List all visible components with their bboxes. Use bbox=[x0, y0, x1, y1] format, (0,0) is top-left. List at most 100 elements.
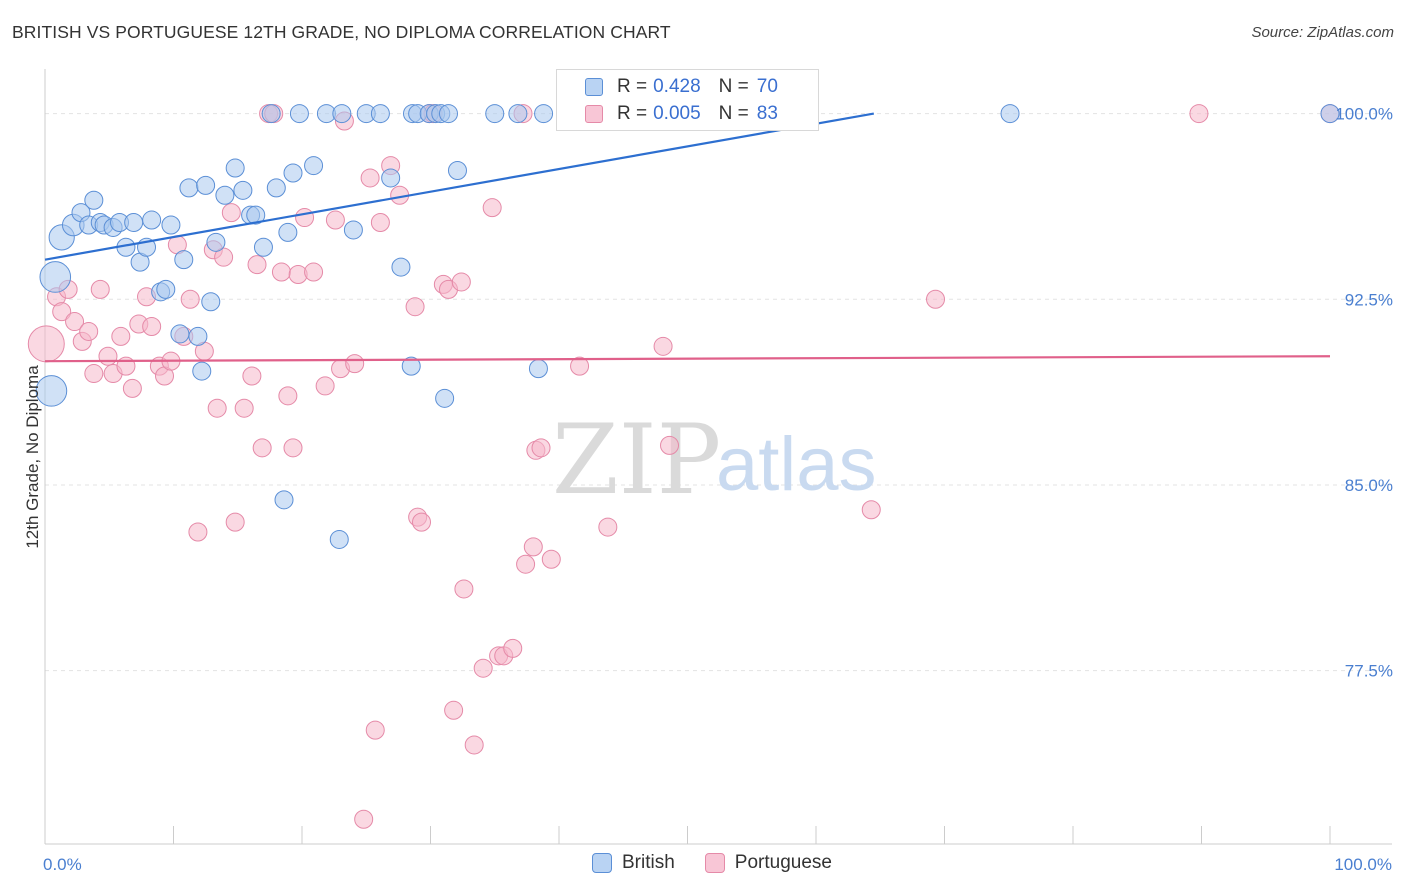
correlation-legend: R = 0.428 N = 70 R = 0.005 N = 83 bbox=[556, 69, 819, 131]
british-point bbox=[39, 261, 72, 293]
british-point bbox=[289, 104, 309, 124]
british-point bbox=[225, 158, 245, 178]
portuguese-point bbox=[370, 213, 390, 233]
british-r-label: R = bbox=[617, 76, 648, 97]
portuguese-point bbox=[473, 658, 493, 678]
x-tick-label: 100.0% bbox=[1334, 855, 1392, 874]
portuguese-r-label: R = bbox=[617, 103, 648, 124]
british-point bbox=[170, 324, 190, 344]
watermark: ZIP atlas bbox=[552, 404, 877, 516]
tick-labels: 100.0% 92.5% 85.0% 77.5% 0.0% 100.0% bbox=[43, 105, 1393, 874]
british-point bbox=[447, 161, 467, 181]
portuguese-trendline bbox=[44, 355, 1331, 363]
portuguese-legend-label: Portuguese bbox=[734, 852, 832, 873]
british-n-value: 70 bbox=[756, 76, 778, 97]
portuguese-point bbox=[861, 500, 881, 520]
british-point bbox=[508, 104, 528, 124]
british-point bbox=[343, 220, 363, 240]
british-point bbox=[84, 190, 104, 210]
portuguese-legend-swatch bbox=[704, 853, 725, 873]
portuguese-point bbox=[122, 378, 142, 398]
portuguese-n-label: N = bbox=[718, 103, 749, 124]
watermark-atlas: atlas bbox=[716, 422, 877, 507]
portuguese-point bbox=[360, 168, 380, 188]
legend-row-british: R = 0.428 N = 70 bbox=[557, 74, 778, 100]
british-point bbox=[435, 388, 455, 408]
british-point bbox=[206, 232, 226, 252]
british-point bbox=[1320, 104, 1340, 124]
portuguese-point bbox=[142, 317, 162, 337]
portuguese-point bbox=[516, 554, 536, 574]
british-point bbox=[124, 213, 144, 233]
legend-row-portuguese: R = 0.005 N = 83 bbox=[557, 101, 778, 127]
british-r-value: 0.428 bbox=[653, 76, 701, 97]
y-tick-label: 92.5% bbox=[1345, 290, 1393, 309]
portuguese-point bbox=[315, 376, 335, 396]
british-point bbox=[528, 359, 548, 379]
series-legend: British Portuguese bbox=[592, 852, 862, 874]
portuguese-point bbox=[52, 302, 72, 322]
portuguese-point bbox=[454, 579, 474, 599]
british-point bbox=[233, 180, 253, 200]
portuguese-point bbox=[214, 247, 234, 267]
portuguese-point bbox=[247, 255, 267, 275]
portuguese-point bbox=[464, 735, 484, 755]
legend-item-portuguese[interactable]: Portuguese bbox=[704, 852, 832, 874]
british-point bbox=[329, 529, 349, 549]
portuguese-point bbox=[188, 522, 208, 542]
portuguese-point bbox=[660, 435, 680, 455]
british-point bbox=[196, 175, 216, 195]
british-legend-label: British bbox=[622, 852, 675, 873]
british-point bbox=[192, 361, 212, 381]
british-n-label: N = bbox=[718, 76, 749, 97]
british-point bbox=[266, 178, 286, 198]
portuguese-point bbox=[1189, 104, 1209, 124]
portuguese-point bbox=[207, 398, 227, 418]
british-point bbox=[142, 210, 162, 230]
axes bbox=[44, 69, 1392, 845]
british-point bbox=[179, 178, 199, 198]
portuguese-point bbox=[242, 366, 262, 386]
portuguese-swatch bbox=[585, 105, 603, 123]
portuguese-point bbox=[412, 512, 432, 532]
british-point bbox=[1000, 104, 1020, 124]
portuguese-point bbox=[304, 262, 324, 282]
british-point bbox=[283, 163, 303, 183]
portuguese-point bbox=[90, 279, 110, 299]
portuguese-point bbox=[523, 537, 543, 557]
portuguese-point bbox=[405, 297, 425, 317]
portuguese-point bbox=[295, 208, 315, 228]
british-point bbox=[332, 104, 352, 124]
y-tick-label: 85.0% bbox=[1345, 476, 1393, 495]
portuguese-point bbox=[531, 438, 551, 458]
portuguese-point bbox=[570, 356, 590, 376]
portuguese-point bbox=[111, 326, 131, 346]
legend-item-british[interactable]: British bbox=[592, 852, 675, 874]
british-point bbox=[253, 237, 273, 257]
x-tick-label: 0.0% bbox=[43, 855, 82, 874]
y-tick-label: 100.0% bbox=[1335, 105, 1393, 124]
portuguese-point bbox=[271, 262, 291, 282]
portuguese-point bbox=[503, 638, 523, 658]
portuguese-point bbox=[27, 325, 65, 363]
portuguese-point bbox=[79, 321, 99, 341]
portuguese-point bbox=[283, 438, 303, 458]
british-point bbox=[246, 205, 266, 225]
british-point bbox=[274, 490, 294, 510]
british-swatch bbox=[585, 78, 603, 96]
portuguese-point bbox=[221, 203, 241, 223]
british-point bbox=[485, 104, 505, 124]
british-point bbox=[370, 104, 390, 124]
portuguese-point bbox=[653, 336, 673, 356]
portuguese-point bbox=[354, 809, 374, 829]
portuguese-n-value: 83 bbox=[756, 103, 778, 124]
portuguese-point bbox=[482, 198, 502, 218]
portuguese-point bbox=[278, 386, 298, 406]
portuguese-point bbox=[325, 210, 345, 230]
portuguese-point bbox=[225, 512, 245, 532]
british-point bbox=[215, 185, 235, 205]
y-axis-title: 12th Grade, No Diploma bbox=[23, 365, 42, 549]
trendlines bbox=[44, 112, 1331, 363]
source-label: Source: ZipAtlas.com bbox=[1251, 24, 1394, 41]
portuguese-point bbox=[541, 549, 561, 569]
